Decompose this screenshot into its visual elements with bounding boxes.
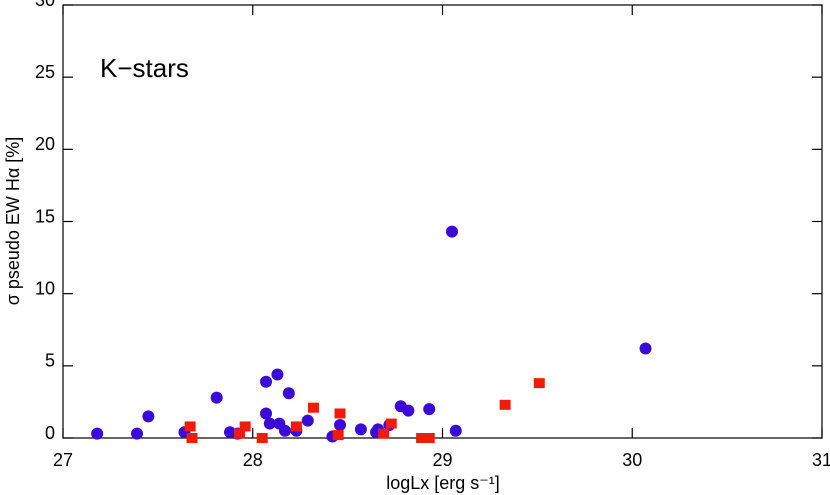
y-tick-label: 30 [35, 0, 55, 10]
point [186, 433, 198, 443]
annotation: K−stars [100, 53, 189, 83]
x-tick-label: 28 [243, 450, 263, 470]
point [131, 427, 144, 440]
point [385, 418, 397, 429]
point [423, 403, 436, 416]
point [301, 414, 314, 427]
x-tick-label: 29 [432, 450, 452, 470]
x-axis-label: logLx [erg s⁻¹] [386, 473, 500, 493]
point [499, 399, 511, 410]
point [307, 402, 319, 413]
y-tick-label: 20 [35, 134, 55, 154]
point [423, 433, 435, 443]
x-tick-label: 31 [812, 450, 830, 470]
point [639, 342, 652, 355]
point [402, 404, 415, 417]
point [142, 410, 155, 423]
x-tick-label: 30 [622, 450, 642, 470]
x-tick-label: 27 [53, 450, 73, 470]
point [354, 423, 367, 436]
point [260, 375, 273, 388]
point [256, 433, 268, 443]
y-axis-label: σ pseudo EW Hα [%] [3, 137, 23, 306]
point [233, 428, 245, 439]
y-tick-label: 15 [35, 206, 55, 226]
point [334, 408, 346, 419]
point [332, 430, 344, 441]
point [445, 225, 458, 238]
point [416, 433, 428, 443]
point [271, 368, 284, 381]
y-tick-label: 10 [35, 278, 55, 298]
point [263, 417, 276, 430]
point [91, 427, 104, 440]
point [239, 421, 251, 432]
point [260, 407, 273, 420]
y-tick-label: 25 [35, 62, 55, 82]
y-tick-label: 5 [45, 351, 55, 371]
y-tick-label: 0 [45, 423, 55, 443]
point [533, 378, 545, 389]
point [290, 421, 302, 432]
point [184, 421, 196, 432]
point [279, 424, 292, 437]
point [449, 424, 462, 437]
point [378, 428, 390, 439]
point [210, 391, 223, 404]
point [282, 387, 295, 400]
point [334, 419, 347, 432]
